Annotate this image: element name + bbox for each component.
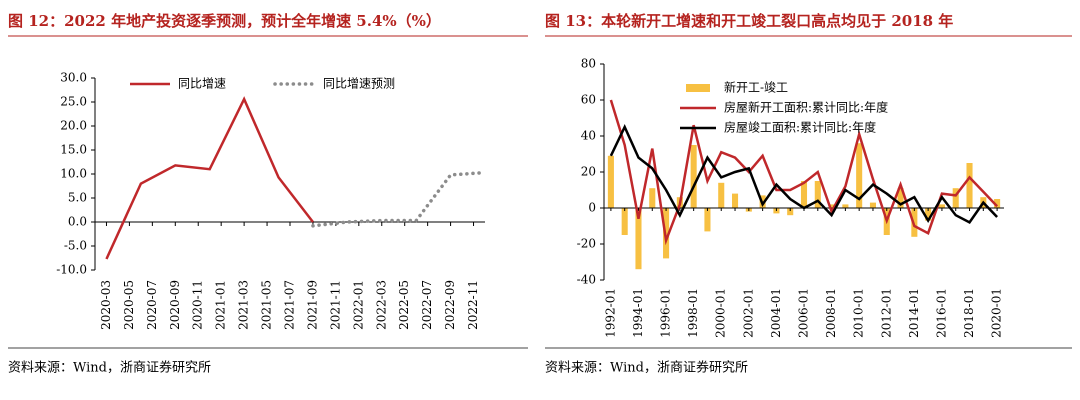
y-tick-label: 0.0	[68, 215, 87, 229]
series-line	[609, 99, 999, 246]
bar	[649, 188, 656, 208]
y-tick-label: 10.0	[60, 167, 87, 181]
legend-swatch	[686, 84, 710, 92]
x-tick-label: 2008-01	[824, 288, 838, 338]
x-tick-label: 2004-01	[769, 288, 783, 338]
y-tick-label: 15.0	[60, 143, 87, 157]
legend-label: 同比增速	[178, 77, 226, 91]
x-tick-label: 1994-01	[631, 288, 645, 338]
bar	[925, 208, 932, 221]
y-tick-label: 80	[581, 57, 596, 71]
y-tick-label: 25.0	[60, 95, 87, 109]
x-tick-label: 2010-01	[852, 288, 866, 338]
y-tick-label: -40	[577, 273, 596, 287]
x-tick-label: 2002-01	[741, 288, 755, 338]
chart-title: 图 13：本轮新开工增速和开工竣工裂口高点均见于 2018 年	[545, 12, 953, 30]
series-line	[609, 124, 999, 225]
bar	[952, 188, 959, 208]
x-tick-label: 2022-05	[397, 280, 411, 330]
bar	[994, 199, 1001, 208]
bar	[718, 182, 725, 208]
x-tick-label: 2022-03	[374, 280, 388, 330]
bar	[828, 204, 835, 208]
bar	[635, 208, 642, 270]
bar	[787, 208, 794, 216]
y-tick-label: 0	[588, 201, 596, 215]
bar	[869, 202, 876, 208]
bar	[856, 143, 863, 208]
x-tick-label: 2014-01	[907, 288, 921, 338]
x-tick-label: 2020-09	[168, 280, 182, 330]
y-tick-label: -5.0	[64, 239, 87, 253]
bar	[814, 181, 821, 208]
bar	[704, 208, 711, 232]
bar	[690, 145, 697, 208]
y-tick-label: 20.0	[60, 119, 87, 133]
bar	[938, 204, 945, 208]
y-tick-label: 5.0	[68, 191, 87, 205]
series-line	[105, 96, 314, 260]
x-tick-label: 2022-01	[351, 280, 365, 330]
x-tick-label: 1992-01	[603, 288, 617, 338]
x-tick-label: 2020-05	[122, 280, 136, 330]
legend-label: 同比增速预测	[323, 77, 395, 91]
bar	[800, 181, 808, 208]
y-tick-label: 20	[581, 165, 596, 179]
y-tick-label: -10.0	[56, 263, 87, 277]
x-tick-label: 2021-11	[328, 280, 342, 330]
x-tick-label: 2021-09	[305, 280, 319, 330]
y-tick-label: 40	[581, 129, 596, 143]
y-tick-label: -20	[577, 237, 596, 251]
x-tick-label: 2021-01	[214, 280, 228, 330]
x-tick-label: 2012-01	[879, 288, 893, 338]
x-tick-label: 2020-03	[99, 280, 113, 330]
x-tick-label: 2022-09	[443, 280, 457, 330]
bar	[966, 163, 973, 208]
source-note: 资料来源：Wind，浙商证券研究所	[545, 360, 748, 376]
x-tick-label: 1996-01	[659, 288, 673, 338]
source-note: 资料来源：Wind，浙商证券研究所	[8, 360, 211, 376]
x-tick-label: 2018-01	[962, 288, 976, 338]
x-tick-label: 2020-07	[145, 280, 159, 330]
x-tick-label: 2021-07	[283, 280, 297, 330]
x-tick-label: 2020-11	[191, 280, 205, 330]
bar	[607, 155, 614, 208]
bar	[621, 208, 628, 235]
bar	[732, 193, 739, 208]
x-tick-label: 2016-01	[934, 288, 948, 338]
y-tick-label: 60	[581, 93, 596, 107]
x-tick-label: 2006-01	[797, 288, 811, 338]
legend-label: 房屋竣工面积:累计同比:年度	[724, 120, 876, 135]
x-tick-label: 2022-11	[466, 280, 480, 330]
legend-label: 房屋新开工面积:累计同比:年度	[724, 100, 888, 115]
legend-label: 新开工-竣工	[724, 80, 788, 95]
chart-title: 图 12：2022 年地产投资逐季预测，预计全年增速 5.4%（%）	[8, 12, 441, 30]
bar	[897, 188, 904, 208]
series-line	[311, 170, 487, 228]
x-tick-label: 1998-01	[686, 288, 700, 338]
x-tick-label: 2020-01	[990, 288, 1004, 338]
x-tick-label: 2022-07	[420, 280, 434, 330]
bar	[842, 204, 849, 208]
y-tick-label: 30.0	[60, 71, 87, 85]
x-tick-label: 2021-05	[260, 280, 274, 330]
x-tick-label: 2021-03	[237, 280, 251, 330]
x-tick-label: 2000-01	[714, 288, 728, 338]
